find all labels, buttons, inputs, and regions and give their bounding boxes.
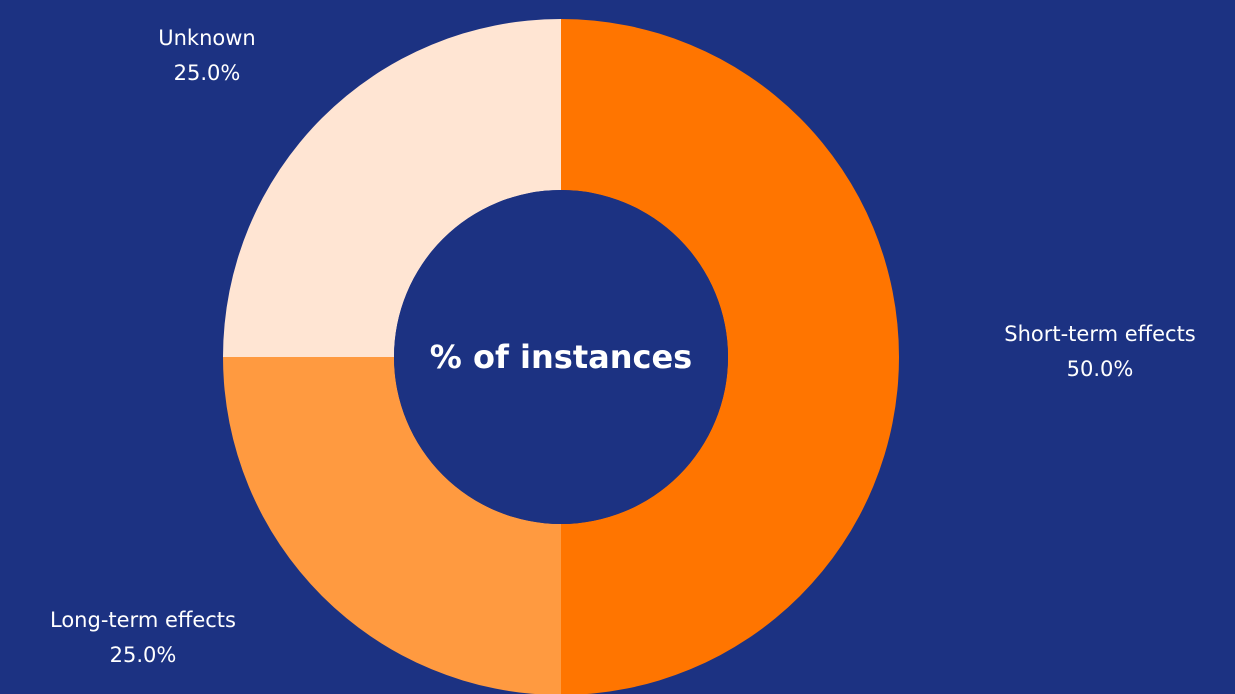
slice-label-value: 50.0% [1067, 357, 1134, 381]
slice-label-name: Unknown [158, 26, 255, 50]
slice-label-name: Long-term effects [50, 608, 236, 632]
slice-unknown [223, 19, 561, 357]
donut-hole [394, 190, 728, 524]
slice-labels: Short-term effects 50.0% Long-term effects… [50, 26, 1196, 667]
slice-short-term-effects [561, 19, 899, 694]
slice-label-value: 25.0% [174, 61, 241, 85]
slice-label-name: Short-term effects [1004, 322, 1196, 346]
donut-slices [223, 19, 899, 694]
chart-title: % of instances [430, 338, 692, 376]
slice-long-term-effects [223, 357, 561, 694]
slice-label-value: 25.0% [110, 643, 177, 667]
